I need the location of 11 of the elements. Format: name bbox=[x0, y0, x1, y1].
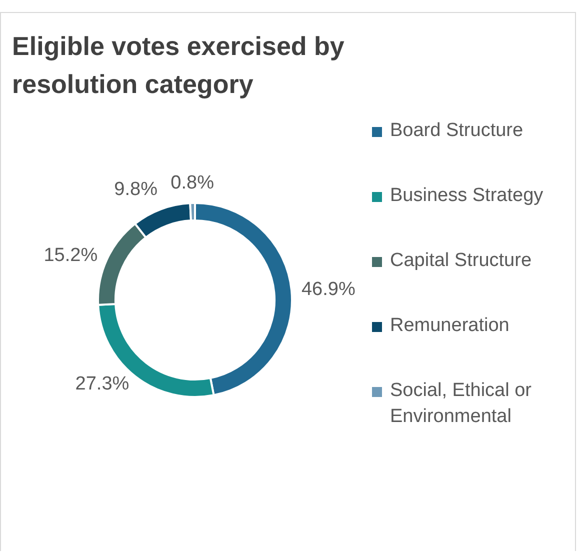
data-label: 0.8% bbox=[170, 172, 214, 194]
data-label: 9.8% bbox=[114, 179, 158, 200]
legend-label: Remuneration bbox=[390, 314, 510, 338]
chart-title: Eligible votes exercised by resolution category bbox=[12, 30, 346, 101]
data-label: 15.2% bbox=[44, 244, 98, 266]
legend-label: Social, Ethical or Environmental bbox=[390, 379, 533, 429]
legend-label: Board Structure bbox=[390, 119, 524, 143]
data-label: 46.9% bbox=[301, 278, 356, 300]
legend-label: Capital Structure bbox=[390, 249, 532, 273]
data-label: 27.3% bbox=[75, 374, 130, 395]
legend-label: Business Strategy bbox=[390, 184, 544, 208]
